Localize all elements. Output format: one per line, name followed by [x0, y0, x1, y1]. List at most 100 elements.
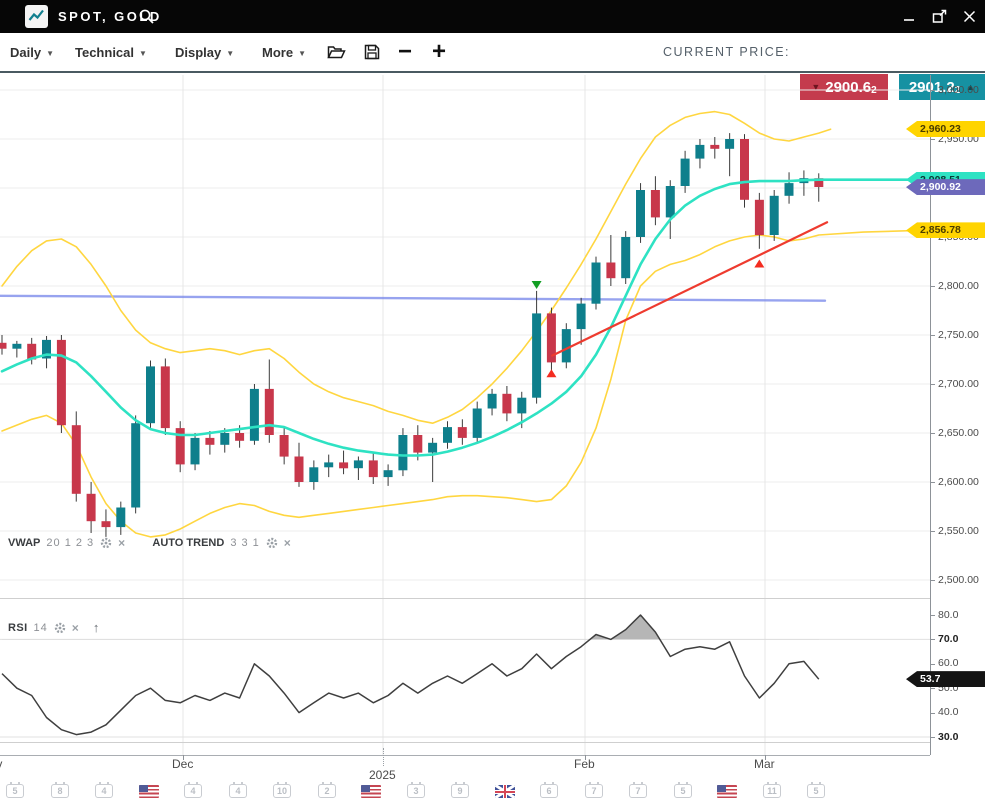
- gear-icon[interactable]: [266, 537, 278, 549]
- calendar-event-icon[interactable]: 10: [273, 784, 291, 798]
- rsi-axis-tick: [930, 688, 935, 689]
- window-controls: [901, 0, 977, 33]
- price-level-badge: 2,856.78: [906, 222, 985, 238]
- candle: [770, 190, 779, 241]
- calendar-event-icon[interactable]: 7: [629, 784, 647, 798]
- calendar-event-icon[interactable]: 5: [807, 784, 825, 798]
- menu-display-label: Display: [175, 45, 221, 60]
- menu-technical[interactable]: Technical▼: [75, 33, 147, 71]
- calendar-icon: 7: [585, 784, 603, 798]
- price-level-badge: 2,900.92: [906, 179, 985, 195]
- calendar-day-number: 11: [764, 786, 780, 796]
- candle: [785, 172, 794, 203]
- calendar-event-icon[interactable]: 5: [6, 784, 24, 798]
- calendar-icon: 5: [674, 784, 692, 798]
- calendar-event-icon[interactable]: 11: [763, 784, 781, 798]
- rsi-legend-params: 14: [34, 622, 48, 634]
- minimize-button[interactable]: [901, 9, 917, 25]
- menu-timeframe[interactable]: Daily▼: [10, 33, 54, 71]
- price-axis-tick: [930, 531, 935, 532]
- price-axis-label: 2,750.00: [938, 329, 979, 341]
- calendar-day-number: 5: [7, 786, 23, 796]
- rsi-axis-label: 30.0: [938, 731, 958, 743]
- price-chart-canvas[interactable]: [0, 75, 930, 755]
- close-icon[interactable]: ×: [72, 622, 79, 634]
- time-axis-line: [0, 755, 930, 756]
- rsi-legend: RSI 14 × ↑: [8, 621, 99, 634]
- calendar-event-icon[interactable]: 8: [51, 784, 69, 798]
- price-axis-label: 2,550.00: [938, 525, 979, 537]
- calendar-event-icon[interactable]: 4: [95, 784, 113, 798]
- calendar-day-number: 3: [408, 786, 424, 796]
- time-axis-tick: [585, 755, 586, 760]
- gear-icon[interactable]: [100, 537, 112, 549]
- calendar-event-icon[interactable]: 4: [184, 784, 202, 798]
- search-icon[interactable]: [138, 8, 155, 25]
- us-flag-icon[interactable]: [139, 785, 159, 798]
- candle: [562, 323, 571, 368]
- rsi-line: [2, 615, 819, 735]
- time-axis-tick: [183, 755, 184, 760]
- calendar-icon: 3: [407, 784, 425, 798]
- panel-divider[interactable]: [0, 598, 930, 599]
- close-icon[interactable]: ×: [118, 537, 125, 549]
- overlay-legend-params: 3 3 1: [230, 537, 259, 549]
- candle: [0, 335, 7, 355]
- candle: [42, 336, 51, 368]
- candle: [621, 231, 630, 284]
- menu-more[interactable]: More▼: [262, 33, 306, 71]
- candle: [636, 183, 645, 243]
- zoom-in-icon[interactable]: +: [426, 33, 452, 71]
- zoom-out-icon[interactable]: −: [392, 33, 418, 71]
- candle: [57, 335, 66, 433]
- sell-signal-icon: [532, 281, 542, 289]
- close-button[interactable]: [961, 9, 977, 25]
- calendar-event-icon[interactable]: 9: [451, 784, 469, 798]
- price-axis-label: 2,650.00: [938, 427, 979, 439]
- calendar-icon: 2: [318, 784, 336, 798]
- candle: [547, 308, 556, 371]
- close-icon[interactable]: ×: [284, 537, 291, 549]
- calendar-day-number: 5: [808, 786, 824, 796]
- calendar-icon: 8: [51, 784, 69, 798]
- menu-display[interactable]: Display▼: [175, 33, 234, 71]
- calendar-day-number: 6: [541, 786, 557, 796]
- calendar-event-icon[interactable]: 2: [318, 784, 336, 798]
- us-flag-icon[interactable]: [717, 785, 737, 798]
- candle: [458, 419, 467, 445]
- app-logo: [25, 5, 48, 28]
- move-pane-up-icon[interactable]: ↑: [93, 621, 100, 634]
- calendar-day-number: 10: [274, 786, 290, 796]
- flag-graphic: [717, 785, 737, 798]
- uk-flag-icon[interactable]: [495, 785, 515, 798]
- calendar-event-icon[interactable]: 3: [407, 784, 425, 798]
- calendar-event-icon[interactable]: 5: [674, 784, 692, 798]
- candle: [606, 235, 615, 286]
- candle: [725, 133, 734, 176]
- us-flag-icon[interactable]: [361, 785, 381, 798]
- current-price-label: CURRENT PRICE:: [663, 33, 790, 71]
- candle: [324, 455, 333, 478]
- time-axis-tick: [765, 755, 766, 760]
- save-icon[interactable]: [360, 33, 384, 71]
- gear-icon[interactable]: [54, 622, 66, 634]
- calendar-icon: 5: [807, 784, 825, 798]
- candle: [398, 428, 407, 476]
- price-axis-label: 2,600.00: [938, 476, 979, 488]
- calendar-day-number: 7: [630, 786, 646, 796]
- popout-button[interactable]: [931, 9, 947, 25]
- candle: [710, 137, 719, 159]
- candle: [369, 453, 378, 484]
- candle: [651, 176, 660, 225]
- price-axis-tick: [930, 580, 935, 581]
- open-file-icon[interactable]: [324, 33, 348, 71]
- price-axis-tick: [930, 139, 935, 140]
- calendar-event-icon[interactable]: 4: [229, 784, 247, 798]
- candle: [428, 438, 437, 482]
- plus-glyph: +: [432, 40, 446, 64]
- calendar-event-icon[interactable]: 7: [585, 784, 603, 798]
- year-label: 2025: [369, 768, 396, 782]
- calendar-event-icon[interactable]: 6: [540, 784, 558, 798]
- price-axis-tick: [930, 482, 935, 483]
- month-label: Nov: [0, 757, 2, 771]
